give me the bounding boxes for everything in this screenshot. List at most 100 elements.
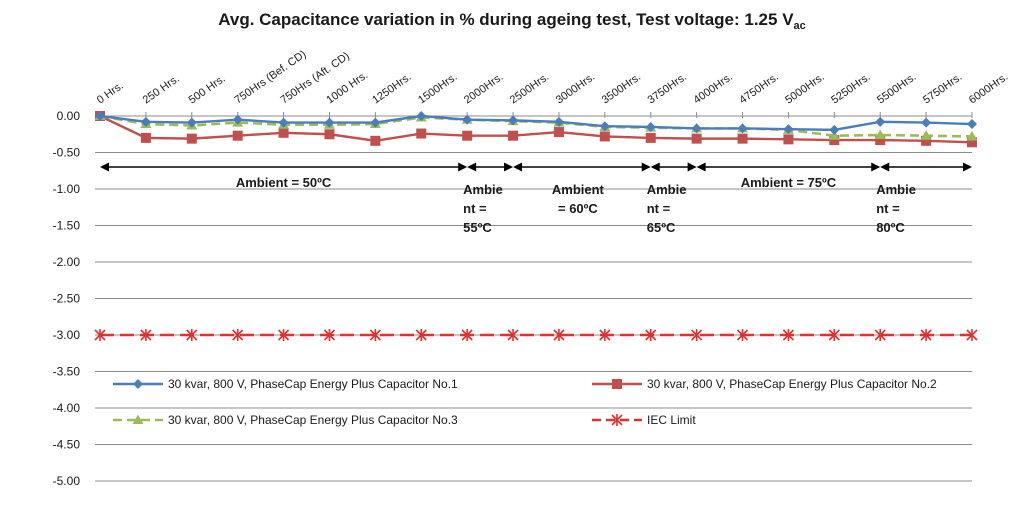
data-point: [921, 117, 932, 128]
data-point: [462, 130, 473, 141]
data-point: [875, 116, 886, 127]
data-point: [783, 134, 794, 145]
data-point: [828, 329, 840, 341]
x-tick-label: 5750Hrs.: [921, 71, 964, 106]
data-point: [967, 137, 977, 148]
y-tick-label: -2.00: [53, 255, 81, 269]
series-line: [99, 114, 973, 132]
data-point: [553, 329, 565, 341]
data-point: [553, 116, 564, 127]
data-point: [278, 127, 289, 138]
ambient-label-line: Ambie: [463, 182, 503, 197]
data-point: [508, 130, 519, 141]
ambient-label-line: = 60ºC: [558, 201, 598, 216]
data-point: [133, 379, 143, 389]
data-point: [967, 119, 977, 130]
ambient-arrow-head-left: [513, 162, 523, 172]
data-point: [461, 329, 473, 341]
data-point: [691, 123, 702, 134]
legend: 30 kvar, 800 V, PhaseCap Energy Plus Cap…: [113, 377, 937, 427]
data-point: [324, 129, 335, 140]
ambient-arrow-head-right: [871, 162, 881, 172]
data-point: [323, 329, 336, 341]
ambient-arrow-head-right: [687, 162, 697, 172]
data-point: [875, 135, 886, 146]
x-axis-ticks: 0 Hrs. 250 Hrs. 500 Hrs. 750Hrs (Bef. CD)75…: [95, 48, 1010, 106]
ambient-label: Ambient = 75ºC: [741, 175, 837, 190]
x-tick-label: 1250Hrs.: [370, 71, 413, 106]
x-tick-label: 1500Hrs.: [416, 71, 459, 106]
data-point: [920, 130, 932, 140]
data-point: [691, 329, 703, 341]
ambient-label-line: 55ºC: [463, 220, 492, 235]
ambient-arrow-head-right: [963, 162, 972, 172]
ambient-arrow-head-left: [650, 162, 660, 172]
data-point: [829, 124, 840, 135]
ambient-arrow-head-right: [504, 162, 514, 172]
legend-label: 30 kvar, 800 V, PhaseCap Energy Plus Cap…: [168, 377, 458, 391]
ambient-label: Ambie nt = 55ºC: [463, 182, 503, 235]
data-point: [599, 121, 610, 132]
x-tick-label: 5250Hrs.: [829, 71, 872, 106]
ambient-arrow-head-left: [467, 162, 477, 172]
data-point: [415, 329, 427, 341]
data-point: [737, 123, 748, 134]
y-tick-label: -1.00: [53, 182, 81, 196]
data-point: [94, 329, 106, 341]
data-point: [920, 329, 932, 341]
data-point: [966, 130, 978, 141]
data-point: [186, 329, 198, 341]
ambient-arrow-head-right: [458, 162, 468, 172]
ambient-label-line: Ambie: [876, 182, 916, 197]
data-point: [553, 127, 564, 138]
data-point: [462, 114, 473, 125]
data-point: [691, 133, 702, 144]
data-point: [140, 329, 152, 341]
ambient-label-line: nt =: [463, 201, 487, 216]
ambient-label: Ambie nt = 80ºC: [876, 182, 916, 235]
data-point: [232, 130, 243, 141]
x-tick-label: 500 Hrs.: [187, 73, 228, 107]
legend-label: 30 kvar, 800 V, PhaseCap Energy Plus Cap…: [647, 377, 937, 391]
data-point: [921, 135, 932, 146]
data-point: [599, 131, 610, 142]
data-point: [95, 111, 105, 121]
ambient-label-line: 80ºC: [876, 220, 905, 235]
chart-title-subscript: ac: [793, 20, 806, 32]
data-point: [140, 116, 151, 127]
x-tick-label: 3500Hrs.: [600, 71, 643, 106]
data-point: [645, 329, 657, 341]
x-tick-label: 4750Hrs.: [737, 71, 780, 106]
legend-label: IEC Limit: [647, 413, 696, 427]
data-point: [140, 132, 151, 143]
ambient-annotations: Ambient = 50ºC Ambie nt = 55ºC Ambient = 60ºC…: [100, 162, 972, 235]
data-point: [736, 329, 749, 341]
ambient-label-line: nt =: [876, 201, 900, 216]
y-tick-label: -5.00: [53, 474, 81, 488]
data-point: [645, 132, 656, 143]
x-tick-label: 3750Hrs.: [646, 71, 689, 106]
ambient-label-line: Ambient: [552, 182, 605, 197]
data-point: [599, 329, 611, 341]
data-point: [507, 329, 519, 341]
chart-title-text: Avg. Capacitance variation in % during a…: [218, 10, 794, 29]
data-point: [737, 133, 748, 144]
data-point: [278, 117, 289, 128]
data-point: [611, 414, 623, 426]
y-tick-label: -0.50: [53, 146, 81, 160]
y-tick-label: -3.50: [53, 365, 81, 379]
y-tick-label: -4.00: [53, 401, 81, 415]
legend-label: 30 kvar, 800 V, PhaseCap Energy Plus Cap…: [168, 413, 458, 427]
data-point: [369, 329, 381, 341]
ambient-label: Ambie nt = 65ºC: [647, 182, 687, 235]
data-point: [829, 135, 840, 146]
y-axis-ticks: 0.00 -0.50 -1.00 -1.50 -2.00 -2.50 -3.00 -3.50 -…: [53, 109, 81, 488]
x-tick-label: 0 Hrs.: [95, 80, 126, 107]
data-point: [186, 117, 197, 128]
x-tick-label: 5500Hrs.: [875, 71, 918, 106]
ambient-label-line: 65ºC: [647, 220, 676, 235]
data-point: [324, 117, 335, 128]
data-point: [874, 129, 886, 139]
x-tick-label: 6000Hrs.: [967, 71, 1010, 106]
